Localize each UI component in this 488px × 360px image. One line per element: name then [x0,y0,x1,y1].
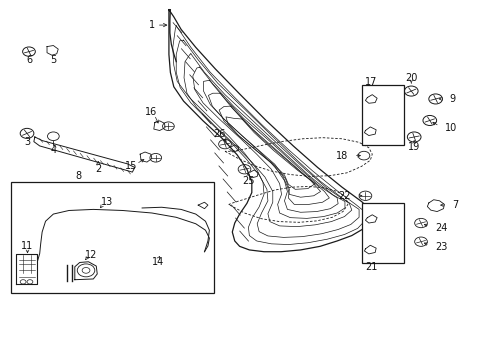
Text: 7: 7 [451,200,457,210]
Text: 16: 16 [144,107,157,117]
Text: 24: 24 [435,223,447,233]
Text: 6: 6 [26,55,32,65]
Text: 22: 22 [338,191,350,201]
Text: 8: 8 [76,171,81,181]
Text: 11: 11 [21,241,34,251]
Bar [361,203,404,263]
Text: 26: 26 [212,129,225,139]
Text: 12: 12 [84,250,97,260]
Polygon shape [34,137,135,172]
Text: 10: 10 [445,123,457,133]
Text: 17: 17 [365,77,377,87]
Text: 23: 23 [435,242,447,252]
Text: 3: 3 [24,137,30,147]
Text: 2: 2 [95,164,101,174]
Text: 1: 1 [148,20,155,30]
Bar [11,182,213,293]
Text: 18: 18 [335,150,347,161]
Text: 4: 4 [50,145,56,155]
Text: 15: 15 [125,161,137,171]
Text: 21: 21 [365,262,377,272]
Text: 25: 25 [242,176,254,186]
Text: 20: 20 [404,73,417,83]
Text: 9: 9 [448,94,454,104]
Text: 14: 14 [151,257,163,267]
Text: 5: 5 [50,55,57,65]
Text: 19: 19 [407,142,420,152]
Text: 13: 13 [101,197,113,207]
Bar [361,85,404,145]
